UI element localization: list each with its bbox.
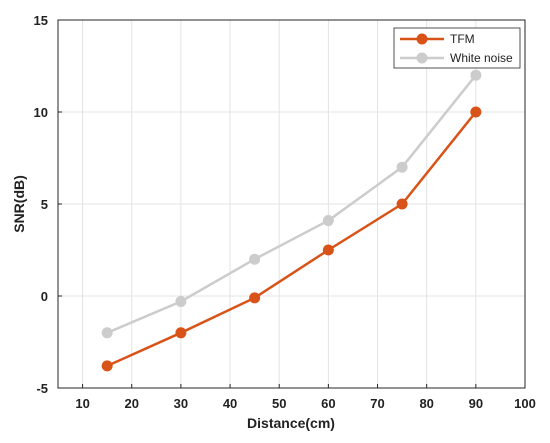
- y-tick-label: 5: [41, 197, 48, 212]
- legend: TFM White noise: [393, 27, 521, 69]
- x-tick-label: 40: [223, 396, 237, 411]
- x-tick-label: 20: [125, 396, 139, 411]
- legend-marker-white-noise: [416, 52, 428, 64]
- y-tick-label: 10: [34, 105, 48, 120]
- data-point-tfm: [396, 198, 408, 210]
- x-tick-label: 80: [419, 396, 433, 411]
- legend-label-tfm: TFM: [450, 32, 475, 46]
- data-point-white-noise: [322, 215, 334, 227]
- data-point-tfm: [322, 244, 334, 256]
- legend-marker-tfm: [416, 33, 428, 45]
- y-tick-label: 15: [34, 13, 48, 28]
- x-axis-label: Distance(cm): [247, 415, 335, 431]
- y-tick-label: -5: [36, 381, 48, 396]
- data-point-white-noise: [175, 296, 187, 308]
- data-point-white-noise: [396, 161, 408, 173]
- x-tick-label: 50: [272, 396, 286, 411]
- x-tick-label: 10: [75, 396, 89, 411]
- y-tick-label: 0: [41, 289, 48, 304]
- x-tick-label: 70: [370, 396, 384, 411]
- legend-box: [393, 27, 521, 69]
- x-tick-labels: 10 20 30 40 50 60 70 80 90 100: [75, 384, 536, 411]
- x-tick-label: 60: [321, 396, 335, 411]
- legend-label-white-noise: White noise: [450, 51, 513, 65]
- x-tick-label: 30: [174, 396, 188, 411]
- y-axis-label: SNR(dB): [11, 175, 27, 233]
- data-point-white-noise: [101, 327, 113, 339]
- data-point-tfm: [249, 292, 261, 304]
- data-point-tfm: [470, 106, 482, 118]
- series-layer: [101, 69, 482, 372]
- y-tick-labels: -5 0 5 10 15: [34, 13, 62, 396]
- x-tick-label: 90: [469, 396, 483, 411]
- series-line-tfm: [106, 111, 477, 368]
- data-point-white-noise: [249, 253, 261, 265]
- data-point-white-noise: [470, 69, 482, 81]
- x-tick-label: 100: [514, 396, 536, 411]
- data-point-tfm: [101, 360, 113, 372]
- series-line-white-noise: [106, 74, 477, 334]
- data-point-tfm: [175, 327, 187, 339]
